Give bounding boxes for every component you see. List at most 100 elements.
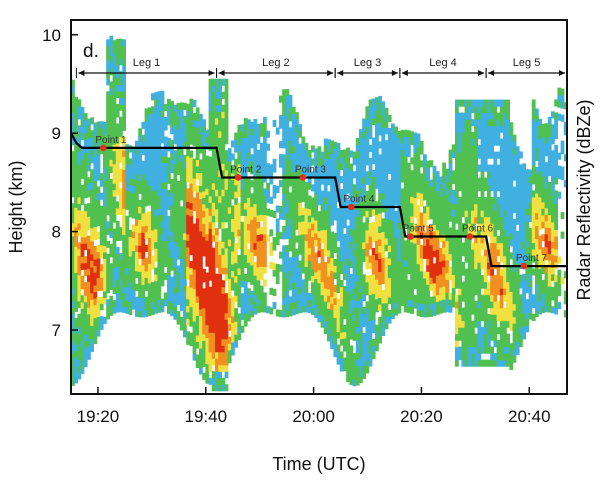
- reflectivity-cell: [234, 178, 238, 186]
- reflectivity-cell: [109, 139, 114, 147]
- reflectivity-cell: [464, 327, 469, 335]
- reflectivity-cell: [147, 230, 152, 238]
- reflectivity-cell: [400, 266, 405, 274]
- reflectivity-cell: [458, 138, 462, 146]
- reflectivity-cell: [234, 158, 238, 166]
- reflectivity-cell: [138, 245, 142, 253]
- reflectivity-cell: [256, 299, 261, 307]
- reflectivity-cell: [157, 305, 162, 313]
- reflectivity-cell: [109, 152, 114, 160]
- reflectivity-cell: [477, 112, 482, 120]
- reflectivity-cell: [496, 177, 501, 185]
- reflectivity-cell: [288, 127, 293, 135]
- reflectivity-cell: [535, 310, 539, 318]
- reflectivity-cell: [87, 216, 91, 224]
- reflectivity-cell: [359, 181, 363, 189]
- reflectivity-cell: [195, 126, 200, 134]
- reflectivity-cell: [259, 305, 264, 313]
- reflectivity-cell: [455, 353, 459, 361]
- reflectivity-cell: [320, 288, 325, 296]
- reflectivity-cell: [448, 156, 453, 164]
- reflectivity-cell: [439, 274, 443, 282]
- reflectivity-cell: [346, 310, 350, 318]
- reflectivity-cell: [506, 281, 510, 289]
- reflectivity-cell: [208, 202, 213, 210]
- reflectivity-cell: [522, 195, 526, 203]
- reflectivity-cell: [199, 243, 203, 251]
- reflectivity-cell: [263, 149, 267, 157]
- reflectivity-cell: [285, 225, 290, 233]
- reflectivity-cell: [394, 289, 398, 297]
- reflectivity-cell: [381, 296, 386, 304]
- reflectivity-cell: [355, 216, 360, 224]
- reflectivity-cell: [503, 151, 507, 159]
- reflectivity-cell: [371, 345, 376, 353]
- reflectivity-cell: [499, 210, 504, 218]
- reflectivity-cell: [314, 226, 318, 234]
- reflectivity-cell: [250, 271, 254, 279]
- reflectivity-cell: [135, 257, 139, 265]
- reflectivity-cell: [183, 265, 187, 273]
- reflectivity-cell: [451, 280, 456, 288]
- reflectivity-cell: [167, 105, 171, 113]
- reflectivity-cell: [285, 290, 290, 298]
- reflectivity-cell: [359, 135, 363, 143]
- reflectivity-cell: [77, 144, 82, 152]
- reflectivity-cell: [544, 220, 549, 228]
- reflectivity-cell: [387, 232, 392, 240]
- reflectivity-cell: [77, 183, 82, 191]
- reflectivity-cell: [96, 284, 101, 292]
- reflectivity-cell: [144, 264, 149, 272]
- reflectivity-cell: [195, 152, 200, 160]
- reflectivity-cell: [330, 283, 334, 291]
- reflectivity-cell: [381, 322, 386, 330]
- reflectivity-cell: [391, 169, 395, 177]
- reflectivity-cell: [247, 177, 251, 185]
- reflectivity-cell: [263, 227, 267, 235]
- reflectivity-cell: [416, 205, 421, 213]
- reflectivity-cell: [519, 222, 523, 230]
- reflectivity-cell: [189, 313, 194, 321]
- reflectivity-cell: [90, 266, 94, 274]
- reflectivity-cell: [263, 259, 267, 267]
- reflectivity-cell: [371, 287, 376, 295]
- reflectivity-cell: [349, 378, 354, 386]
- reflectivity-cell: [381, 231, 386, 239]
- reflectivity-cell: [400, 240, 405, 248]
- reflectivity-cell: [243, 144, 248, 152]
- reflectivity-cell: [499, 275, 504, 283]
- reflectivity-cell: [442, 162, 446, 170]
- reflectivity-cell: [365, 229, 370, 237]
- reflectivity-cell: [135, 212, 139, 220]
- reflectivity-cell: [291, 275, 296, 283]
- reflectivity-cell: [103, 180, 107, 188]
- y2-axis-title: Radar Reflectivity (dBZe): [574, 99, 594, 300]
- reflectivity-cell: [279, 206, 283, 214]
- reflectivity-cell: [106, 117, 110, 125]
- reflectivity-cell: [490, 138, 494, 146]
- reflectivity-cell: [234, 269, 238, 277]
- reflectivity-cell: [144, 166, 149, 174]
- reflectivity-cell: [346, 258, 350, 266]
- reflectivity-cell: [327, 197, 331, 205]
- reflectivity-cell: [218, 364, 222, 372]
- reflectivity-cell: [215, 254, 219, 262]
- reflectivity-cell: [477, 177, 482, 185]
- reflectivity-cell: [362, 293, 366, 301]
- reflectivity-cell: [387, 238, 392, 246]
- reflectivity-cell: [234, 243, 238, 251]
- reflectivity-cell: [442, 201, 446, 209]
- reflectivity-cell: [391, 143, 395, 151]
- reflectivity-cell: [538, 222, 542, 230]
- reflectivity-cell: [176, 278, 181, 286]
- reflectivity-cell: [477, 314, 482, 322]
- reflectivity-cell: [80, 223, 85, 231]
- reflectivity-cell: [327, 230, 331, 238]
- reflectivity-cell: [87, 333, 91, 341]
- reflectivity-cell: [359, 298, 363, 306]
- reflectivity-cell: [234, 217, 238, 225]
- reflectivity-cell: [90, 260, 94, 268]
- reflectivity-cell: [231, 244, 235, 252]
- reflectivity-cell: [115, 110, 120, 118]
- reflectivity-cell: [480, 164, 485, 172]
